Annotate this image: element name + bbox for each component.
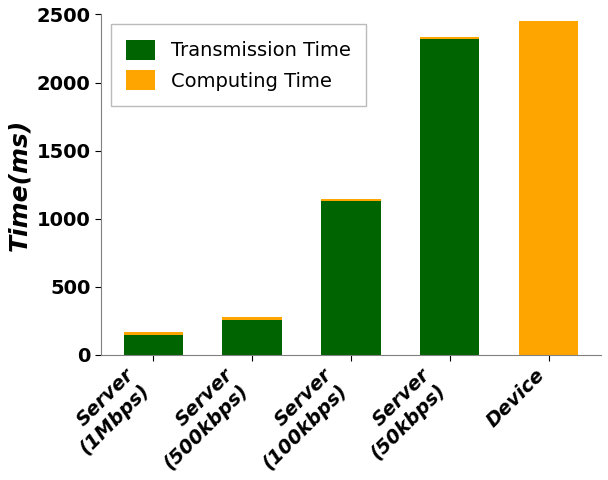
Bar: [420, 36, 480, 39]
Bar: [223, 317, 282, 320]
Bar: [223, 320, 282, 355]
Bar: [123, 332, 183, 335]
Y-axis label: Time(ms): Time(ms): [7, 119, 31, 251]
Bar: [519, 21, 578, 355]
Bar: [322, 199, 381, 201]
Bar: [123, 335, 183, 355]
Bar: [322, 201, 381, 355]
Legend: Transmission Time, Computing Time: Transmission Time, Computing Time: [111, 24, 367, 106]
Bar: [420, 39, 480, 355]
